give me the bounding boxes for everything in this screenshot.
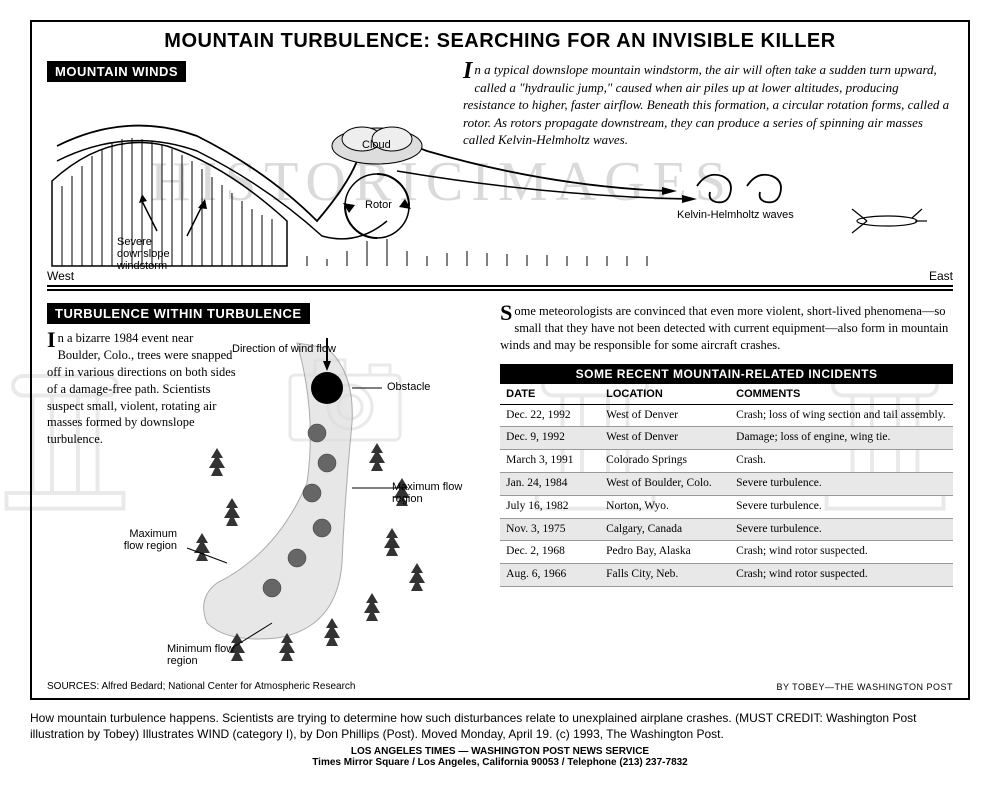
table-cell: West of Boulder, Colo. xyxy=(600,473,730,496)
table-cell: July 16, 1982 xyxy=(500,495,600,518)
table-cell: Crash; loss of wing section and tail ass… xyxy=(730,404,953,427)
table-cell: Falls City, Neb. xyxy=(600,564,730,587)
wind-diagram: Cloud Rotor Severe downslope windstorm K… xyxy=(47,91,957,271)
table-row: Dec. 2, 1968Pedro Bay, AlaskaCrash; wind… xyxy=(500,541,953,564)
table-row: March 3, 1991Colorado SpringsCrash. xyxy=(500,450,953,473)
dropcap: I xyxy=(463,61,472,83)
bottom-columns: TURBULENCE WITHIN TURBULENCE In a bizarr… xyxy=(47,303,953,663)
label-rotor: Rotor xyxy=(365,199,392,211)
col-date: DATE xyxy=(500,384,600,405)
table-cell: Crash; wind rotor suspected. xyxy=(730,564,953,587)
table-cell: Severe turbulence. xyxy=(730,473,953,496)
label-kh-waves: Kelvin-Helmholtz waves xyxy=(677,209,794,221)
table-row: Dec. 22, 1992West of DenverCrash; loss o… xyxy=(500,404,953,427)
service-name: LOS ANGELES TIMES — WASHINGTON POST NEWS… xyxy=(351,746,649,757)
section-header-turbulence: TURBULENCE WITHIN TURBULENCE xyxy=(47,303,310,324)
compass-axis xyxy=(47,285,953,291)
table-cell: Pedro Bay, Alaska xyxy=(600,541,730,564)
label-east: East xyxy=(929,269,953,283)
table-cell: Jan. 24, 1984 xyxy=(500,473,600,496)
table-row: Nov. 3, 1975Calgary, CanadaSevere turbul… xyxy=(500,518,953,541)
table-cell: Colorado Springs xyxy=(600,450,730,473)
label-west: West xyxy=(47,269,74,283)
label-cloud: Cloud xyxy=(362,139,391,151)
dropcap: I xyxy=(47,330,56,350)
table-header-row: DATE LOCATION COMMENTS xyxy=(500,384,953,405)
turbulence-section: TURBULENCE WITHIN TURBULENCE In a bizarr… xyxy=(47,303,480,663)
mountain-winds-section: MOUNTAIN WINDS In a typical downslope mo… xyxy=(47,61,953,291)
sources-line: SOURCES: Alfred Bedard; National Center … xyxy=(47,681,355,692)
table-title: SOME RECENT MOUNTAIN-RELATED INCIDENTS xyxy=(500,364,953,384)
table-row: Aug. 6, 1966Falls City, Neb.Crash; wind … xyxy=(500,564,953,587)
table-cell: Damage; loss of engine, wing tie. xyxy=(730,427,953,450)
table-cell: Dec. 2, 1968 xyxy=(500,541,600,564)
table-cell: Dec. 9, 1992 xyxy=(500,427,600,450)
incidents-table: DATE LOCATION COMMENTS Dec. 22, 1992West… xyxy=(500,384,953,587)
meteorologist-body: ome meteorologists are convinced that ev… xyxy=(500,304,948,352)
col-location: LOCATION xyxy=(600,384,730,405)
table-cell: Nov. 3, 1975 xyxy=(500,518,600,541)
main-title: MOUNTAIN TURBULENCE: SEARCHING FOR AN IN… xyxy=(47,30,953,53)
label-minflow: Minimum flow region xyxy=(167,643,237,667)
service-address: Times Mirror Square / Los Angeles, Calif… xyxy=(312,757,688,768)
label-severe: Severe downslope windstorm xyxy=(117,236,187,272)
label-obstacle: Obstacle xyxy=(387,381,430,393)
table-cell: Calgary, Canada xyxy=(600,518,730,541)
table-cell: Severe turbulence. xyxy=(730,518,953,541)
table-row: July 16, 1982Norton, Wyo.Severe turbulen… xyxy=(500,495,953,518)
main-infographic-frame: MOUNTAIN TURBULENCE: SEARCHING FOR AN IN… xyxy=(30,20,970,700)
table-cell: West of Denver xyxy=(600,427,730,450)
table-cell: Norton, Wyo. xyxy=(600,495,730,518)
caption-text: How mountain turbulence happens. Scienti… xyxy=(30,710,970,742)
news-service-line: LOS ANGELES TIMES — WASHINGTON POST NEWS… xyxy=(30,746,970,768)
label-direction: Direction of wind flow xyxy=(232,343,336,355)
meteorologist-paragraph: Some meteorologists are convinced that e… xyxy=(500,303,953,354)
col-comments: COMMENTS xyxy=(730,384,953,405)
incidents-section: Some meteorologists are convinced that e… xyxy=(500,303,953,663)
table-cell: Crash. xyxy=(730,450,953,473)
table-cell: March 3, 1991 xyxy=(500,450,600,473)
table-cell: West of Denver xyxy=(600,404,730,427)
table-cell: Aug. 6, 1966 xyxy=(500,564,600,587)
table-cell: Dec. 22, 1992 xyxy=(500,404,600,427)
table-cell: Severe turbulence. xyxy=(730,495,953,518)
label-maxflow-right: Maximum flow region xyxy=(392,481,482,505)
artist-credit: BY TOBEY—THE WASHINGTON POST xyxy=(776,682,953,692)
table-row: Jan. 24, 1984West of Boulder, Colo.Sever… xyxy=(500,473,953,496)
table-cell: Crash; wind rotor suspected. xyxy=(730,541,953,564)
dropcap: S xyxy=(500,303,512,323)
label-maxflow-left: Maximum flow region xyxy=(107,528,177,552)
tree-flow-diagram: Direction of wind flow Obstacle Maximum … xyxy=(177,333,487,663)
section-header-winds: MOUNTAIN WINDS xyxy=(47,61,186,82)
table-row: Dec. 9, 1992West of DenverDamage; loss o… xyxy=(500,427,953,450)
